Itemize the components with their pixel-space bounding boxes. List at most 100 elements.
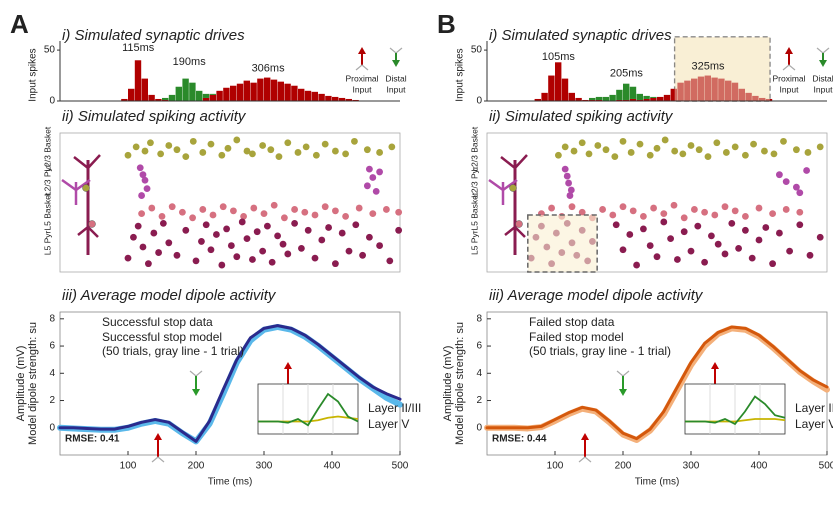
spike — [793, 183, 800, 191]
spike — [275, 153, 283, 161]
spike — [611, 153, 619, 161]
spike — [372, 187, 380, 195]
spike — [227, 242, 235, 249]
spike — [207, 140, 215, 148]
histogram-bar — [650, 96, 657, 98]
histogram-bar — [582, 99, 589, 101]
spike — [139, 171, 147, 179]
histogram-bar — [148, 94, 155, 101]
icon — [488, 178, 518, 192]
histogram-bar — [725, 80, 732, 101]
spike — [268, 258, 276, 266]
spike — [291, 206, 298, 213]
spike — [776, 171, 783, 179]
histogram-bar — [731, 82, 739, 101]
spike — [691, 206, 698, 213]
spike — [679, 150, 687, 158]
y-tick-label: 0 — [476, 96, 482, 107]
histogram-bar — [609, 94, 616, 101]
spike — [383, 206, 390, 213]
spike — [612, 221, 620, 229]
histogram-bar — [155, 98, 162, 101]
x-tick-label: 100 — [547, 461, 564, 472]
spike — [230, 207, 237, 215]
x-axis-label: Time (ms) — [635, 477, 680, 488]
spike — [165, 142, 173, 149]
y-tick-label: 0 — [476, 422, 482, 433]
raster-frame — [486, 132, 828, 273]
spike — [711, 211, 719, 219]
spike — [803, 167, 810, 174]
histogram-bar — [250, 82, 257, 101]
spike — [701, 208, 708, 216]
spike — [680, 228, 688, 236]
spike — [661, 136, 669, 144]
spike — [189, 137, 197, 145]
spike — [667, 235, 674, 243]
spike — [130, 233, 137, 241]
spike — [318, 236, 326, 244]
spike — [173, 146, 181, 154]
spike — [786, 247, 793, 255]
legend-label: Input — [814, 84, 833, 94]
spike — [264, 222, 271, 230]
histogram-bar — [128, 88, 135, 101]
spike — [279, 240, 287, 248]
histogram-bar — [623, 99, 630, 101]
spike — [708, 232, 715, 240]
spike — [338, 229, 346, 237]
inset-legend: Layer II/III — [795, 401, 833, 415]
spike — [376, 149, 383, 156]
spike — [731, 143, 739, 151]
spike — [233, 253, 241, 261]
spike — [395, 208, 403, 216]
histogram-bar — [752, 95, 759, 101]
spike — [233, 136, 241, 144]
inset-line — [258, 392, 359, 427]
histogram-bar — [175, 86, 182, 101]
spike — [218, 151, 226, 159]
x-tick-label: 500 — [819, 461, 833, 472]
histogram-bar — [332, 96, 339, 101]
spike — [311, 254, 319, 262]
histogram-bar — [623, 83, 630, 100]
icon — [500, 154, 528, 170]
spike — [670, 201, 678, 209]
spike — [182, 153, 190, 161]
icon — [616, 370, 630, 377]
histogram-bar — [759, 97, 766, 101]
subplot-title: iii) Average model dipole activity — [489, 287, 704, 304]
spike — [633, 261, 640, 269]
subplot-title: ii) Simulated spiking activity — [62, 108, 247, 125]
spike — [139, 243, 147, 251]
histogram-bar — [121, 98, 128, 101]
subplot-title: ii) Simulated spiking activity — [489, 108, 674, 125]
spike — [155, 249, 163, 256]
spike — [141, 176, 149, 184]
legend-label: Failed stop model — [529, 330, 624, 344]
spike — [291, 219, 298, 227]
spike — [145, 260, 152, 268]
spike — [653, 253, 661, 261]
icon — [189, 370, 203, 377]
panel-label: B — [437, 9, 456, 39]
spike — [351, 137, 358, 145]
spike — [660, 210, 668, 218]
spike — [363, 146, 371, 154]
spike — [563, 172, 571, 180]
spike — [366, 233, 373, 241]
legend-label: Failed stop data — [529, 315, 615, 329]
spike — [294, 149, 302, 156]
histogram-bar — [684, 80, 691, 101]
y-tick-label: 4 — [476, 368, 482, 379]
spike — [770, 150, 778, 158]
icon — [819, 60, 827, 67]
spike — [240, 213, 248, 220]
icon — [82, 184, 90, 192]
spike — [250, 204, 258, 212]
spike — [755, 236, 763, 244]
histogram-bar — [650, 97, 657, 101]
icon — [504, 225, 526, 238]
spike — [209, 211, 217, 219]
histogram-bar — [691, 78, 698, 101]
